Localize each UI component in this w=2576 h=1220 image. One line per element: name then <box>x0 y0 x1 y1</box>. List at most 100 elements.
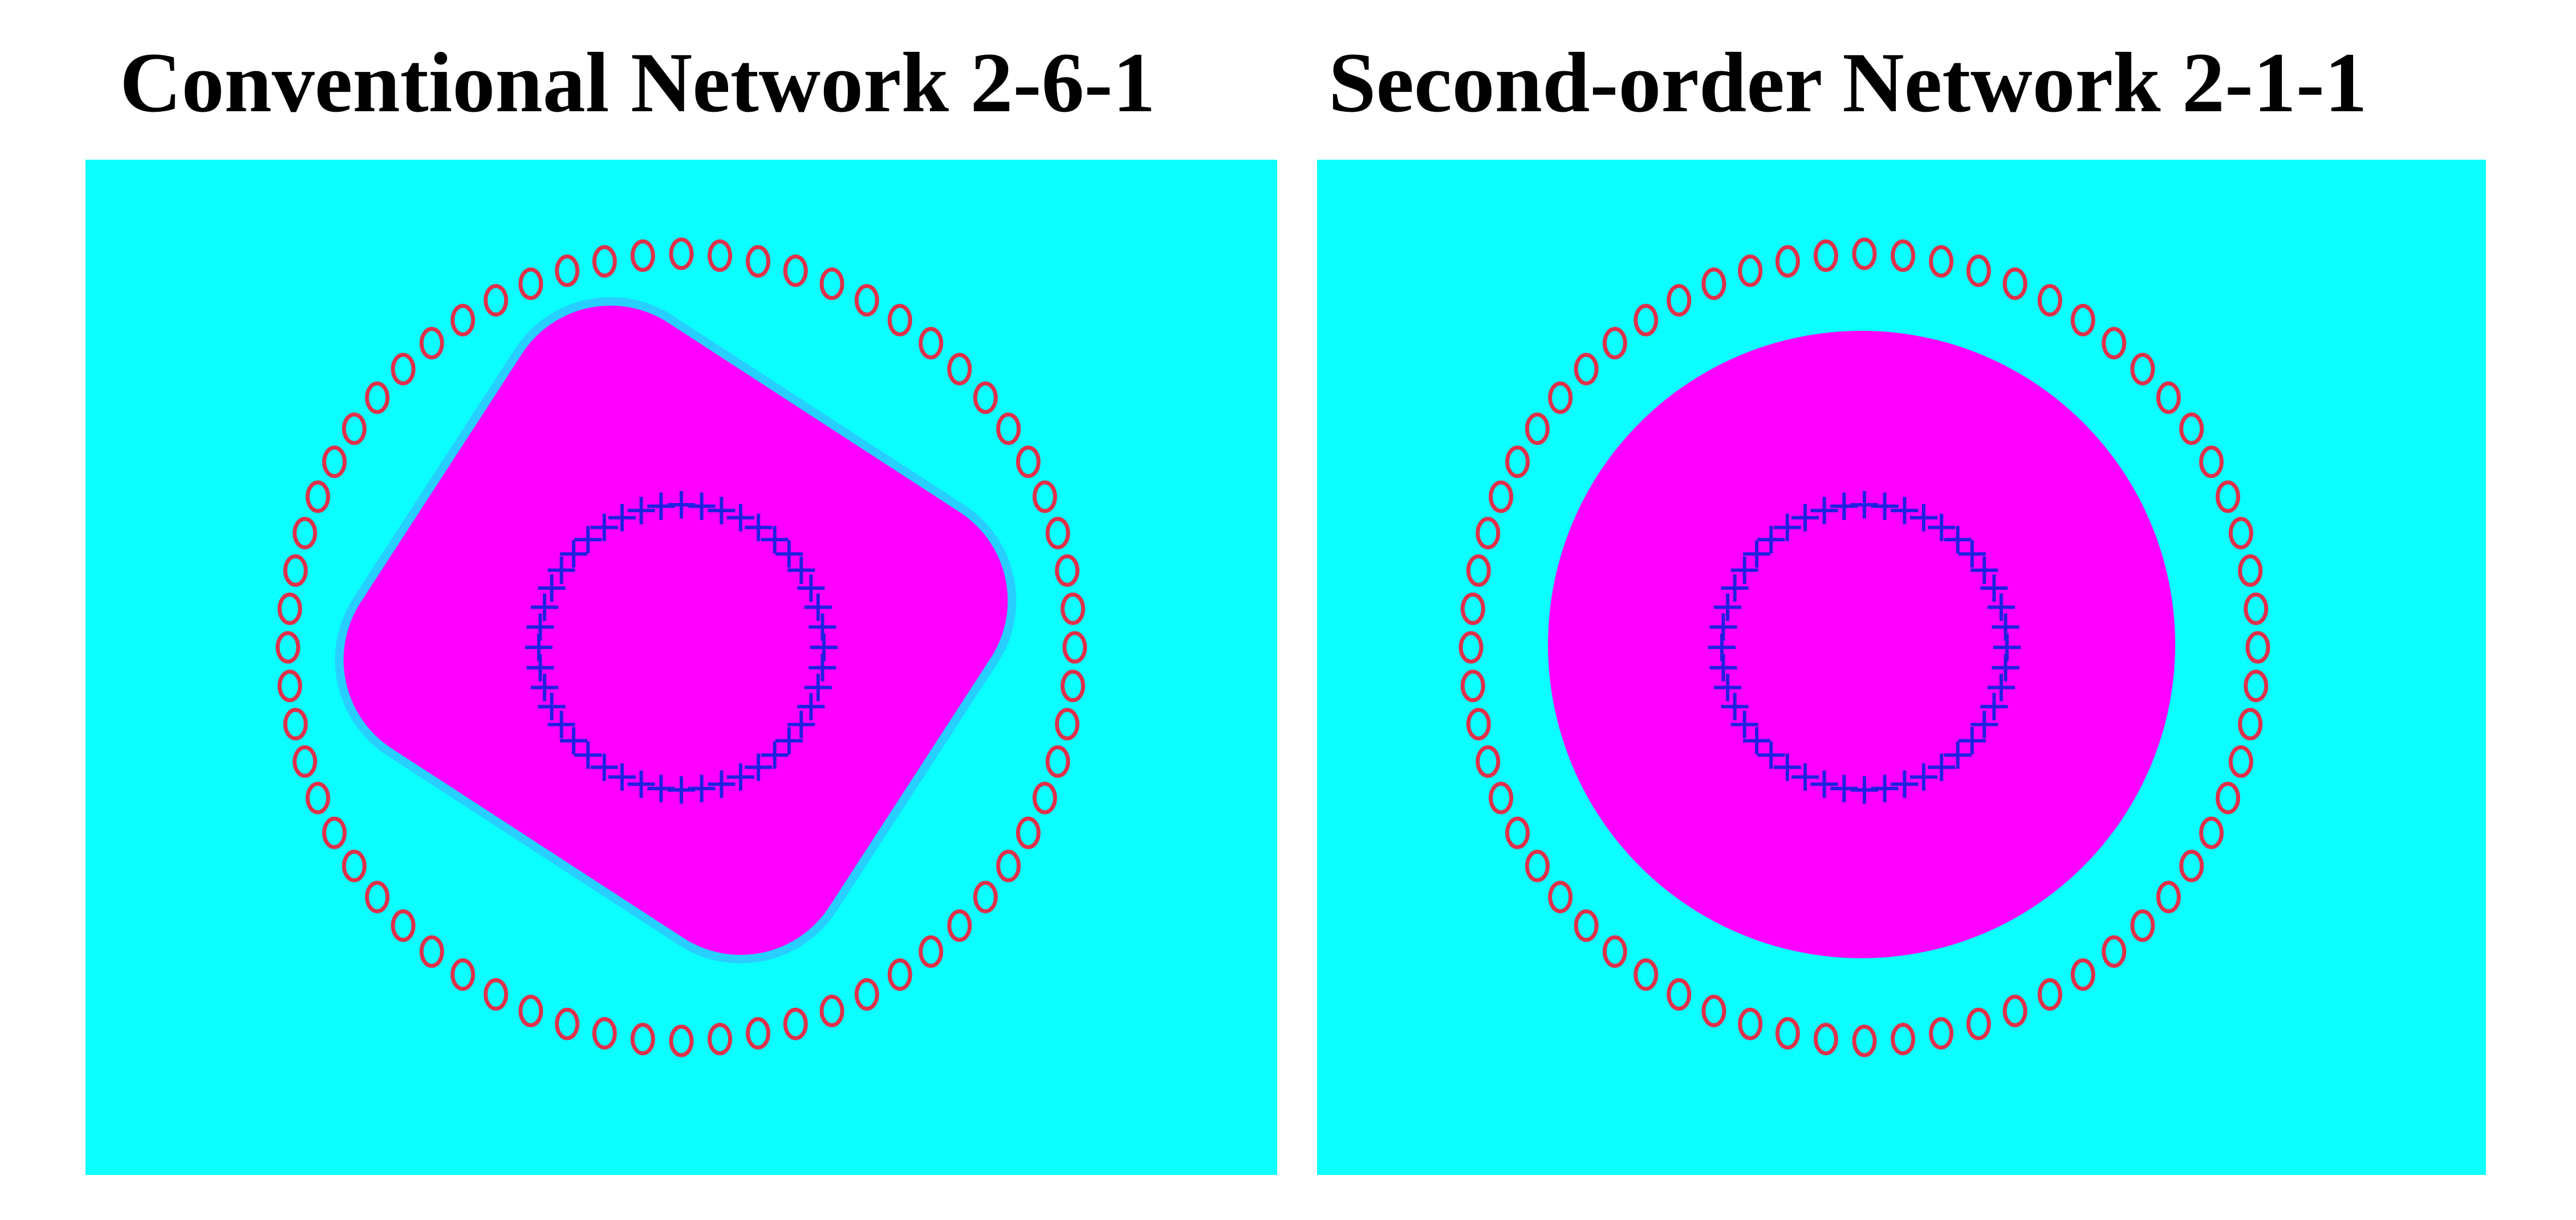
left-inner-class-marker <box>627 770 655 798</box>
right-outer-class-marker <box>2156 381 2181 414</box>
right-outer-class-marker <box>1738 1007 1763 1040</box>
right-outer-class-marker <box>2070 958 2095 991</box>
right-inner-class-marker <box>1773 513 1801 541</box>
left-outer-class-marker <box>854 978 879 1011</box>
right-outer-class-marker <box>2179 849 2204 882</box>
left-inner-class-marker <box>797 692 825 720</box>
left-outer-class-marker <box>887 958 912 991</box>
left-outer-class-marker <box>1016 445 1041 479</box>
left-inner-class-marker <box>608 763 636 791</box>
left-inner-class-marker <box>745 753 773 781</box>
right-outer-class-marker <box>1701 267 1726 300</box>
right-inner-class-marker <box>1709 613 1737 641</box>
left-outer-class-marker <box>783 1007 808 1040</box>
left-outer-class-marker <box>342 412 367 445</box>
left-inner-class-marker <box>538 574 566 602</box>
right-outer-class-marker <box>1460 670 1485 703</box>
right-inner-class-marker <box>1958 727 1986 755</box>
left-outer-class-marker <box>1061 592 1086 625</box>
left-outer-class-marker <box>1033 480 1057 513</box>
right-outer-class-marker <box>1891 239 1916 272</box>
left-outer-ring-markers <box>275 237 1087 1057</box>
right-inner-class-marker <box>1928 753 1956 781</box>
left-inner-class-marker <box>775 727 803 755</box>
right-inner-class-marker <box>1980 692 2008 720</box>
right-inner-class-marker <box>1891 770 1919 798</box>
right-outer-class-marker <box>1574 352 1599 386</box>
right-outer-class-marker <box>2238 708 2263 741</box>
left-inner-class-marker <box>538 692 566 720</box>
right-outer-class-marker <box>1775 1017 1800 1050</box>
right-inner-class-marker <box>1810 497 1838 525</box>
right-outer-class-marker <box>1505 445 1530 479</box>
right-inner-class-marker <box>1987 674 2015 702</box>
right-inner-class-marker <box>1721 692 1749 720</box>
left-outer-class-marker <box>322 816 347 849</box>
left-inner-class-marker <box>726 763 754 791</box>
right-outer-class-marker <box>1813 1023 1838 1056</box>
left-inner-class-marker <box>531 593 559 621</box>
left-inner-class-marker <box>775 540 803 568</box>
right-outer-class-marker <box>2228 745 2253 778</box>
left-outer-class-marker <box>887 303 912 337</box>
left-panel-title: Conventional Network 2-6-1 <box>120 35 1156 130</box>
right-outer-class-marker <box>2070 303 2095 337</box>
left-outer-class-marker <box>555 254 580 287</box>
left-inner-class-marker <box>726 504 754 532</box>
right-inner-ring-markers <box>1708 491 2021 804</box>
right-outer-class-marker <box>2179 412 2204 445</box>
left-outer-class-marker <box>630 1023 655 1056</box>
right-inner-class-marker <box>1958 540 1986 568</box>
left-inner-class-marker <box>688 492 716 520</box>
left-inner-class-marker <box>526 613 554 641</box>
left-inner-class-marker <box>808 654 836 682</box>
left-outer-class-marker <box>483 978 509 1011</box>
right-outer-class-marker <box>1634 303 1659 337</box>
left-outer-class-marker <box>277 592 302 625</box>
left-outer-class-marker <box>277 670 302 703</box>
left-inner-class-marker <box>531 674 559 702</box>
right-outer-class-marker <box>1505 816 1530 849</box>
right-outer-class-marker <box>1489 480 1513 513</box>
right-outer-class-marker <box>1525 412 1550 445</box>
right-inner-class-marker <box>1743 540 1771 568</box>
left-decision-plot <box>86 160 1277 1175</box>
right-inner-class-marker <box>1909 504 1937 532</box>
right-outer-class-marker <box>1929 1017 1954 1050</box>
right-outer-class-marker <box>1813 239 1838 272</box>
right-outer-class-marker <box>1489 781 1513 814</box>
right-inner-class-marker <box>1992 613 2020 641</box>
left-outer-class-marker <box>292 517 318 550</box>
left-outer-class-marker <box>342 849 367 882</box>
left-inner-class-marker <box>647 775 675 802</box>
left-outer-class-marker <box>708 239 733 272</box>
left-outer-class-marker <box>283 708 308 741</box>
right-outer-class-marker <box>1966 1007 1991 1040</box>
right-outer-class-marker <box>2244 670 2269 703</box>
left-outer-class-marker <box>1045 517 1070 550</box>
right-outer-class-marker <box>2156 881 2181 914</box>
right-inner-class-marker <box>1791 504 1819 532</box>
right-outer-class-marker <box>1458 631 1484 664</box>
right-inner-class-marker <box>1830 775 1858 802</box>
right-inner-class-marker <box>1730 556 1758 584</box>
right-inner-class-marker <box>1987 593 2015 621</box>
right-outer-class-marker <box>2102 327 2127 360</box>
left-outer-class-marker <box>819 995 844 1027</box>
left-inner-class-marker <box>708 770 736 798</box>
left-outer-class-marker <box>1061 670 1086 703</box>
right-panel-title: Second-order Network 2-1-1 <box>1328 35 2367 130</box>
left-outer-class-marker <box>322 445 347 479</box>
left-inner-class-marker <box>804 593 832 621</box>
right-inner-class-marker <box>1970 556 1998 584</box>
right-outer-class-marker <box>1667 978 1692 1011</box>
right-outer-class-marker <box>2244 592 2269 625</box>
right-outer-class-marker <box>1602 935 1627 968</box>
right-outer-class-marker <box>2102 935 2127 968</box>
left-outer-class-marker <box>391 909 416 942</box>
left-inner-class-marker <box>708 497 736 525</box>
left-outer-class-marker <box>669 237 694 270</box>
right-inner-class-marker <box>1714 593 1742 621</box>
left-outer-class-marker <box>746 1017 771 1050</box>
